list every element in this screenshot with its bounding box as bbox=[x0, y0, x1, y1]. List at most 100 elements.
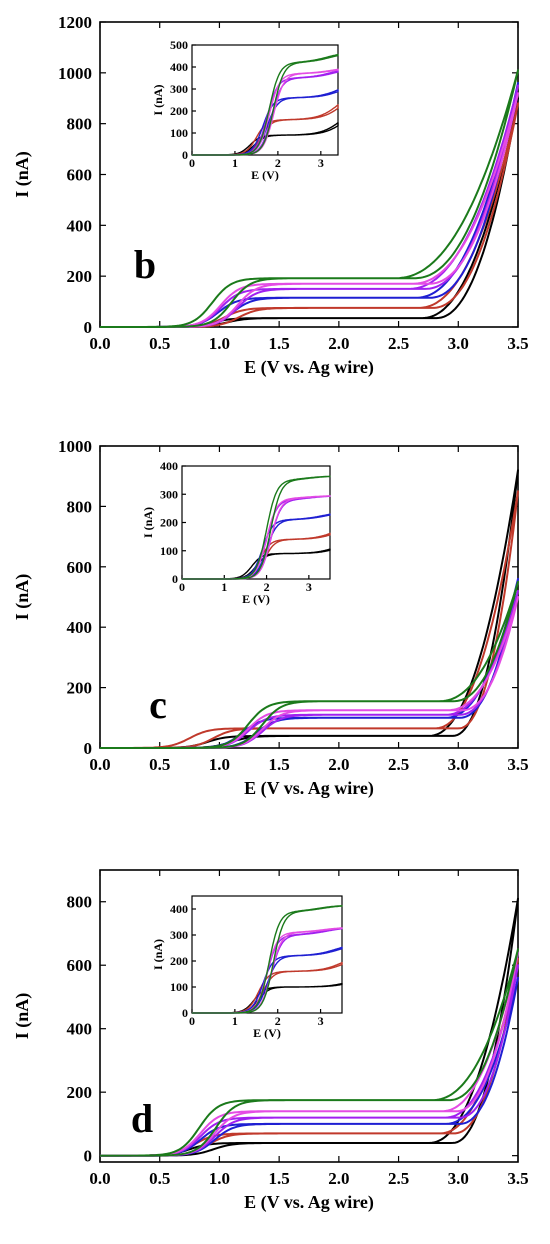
x-axis-label: E (V vs. Ag wire) bbox=[244, 778, 374, 799]
y-tick-label: 100 bbox=[160, 544, 178, 558]
x-tick-label: 0.5 bbox=[149, 334, 170, 353]
panel-b: 0.0 0.5 1.0 1.5 2.0 2.5 3.0 3.50200400600800100… bbox=[12, 13, 529, 378]
y-tick-label: 400 bbox=[170, 60, 188, 74]
x-tick-label: 3.0 bbox=[448, 755, 469, 774]
panel-letter: b bbox=[134, 242, 156, 287]
y-tick-label: 0 bbox=[172, 572, 178, 586]
cv-curve-2 bbox=[100, 957, 519, 1157]
x-tick-label: 3 bbox=[306, 580, 312, 594]
x-tick-label: 2 bbox=[275, 156, 281, 170]
y-tick-label: 1000 bbox=[58, 64, 92, 83]
panel-c: 0.0 0.5 1.0 1.5 2.0 2.5 3.0 3.50200400600800100… bbox=[12, 437, 529, 799]
x-tick-label: 2.0 bbox=[328, 1169, 349, 1188]
x-tick-label: 3 bbox=[318, 156, 324, 170]
inset-curve-6 bbox=[192, 905, 343, 1014]
inset-b: 0 1 2 3 0 100 200 300 400 500 E (V) I (nA) bbox=[151, 38, 339, 182]
y-tick-label: 800 bbox=[67, 893, 93, 912]
cv-curve-3 bbox=[100, 976, 519, 1157]
main-curves bbox=[99, 897, 519, 1157]
cv-curve-1 bbox=[100, 897, 519, 1157]
y-axis-label: I (nA) bbox=[141, 507, 155, 538]
y-tick-label: 600 bbox=[67, 956, 93, 975]
y-axis-label: I (nA) bbox=[151, 939, 165, 970]
x-tick-label: 2.0 bbox=[328, 755, 349, 774]
x-tick-label: 0.5 bbox=[149, 755, 170, 774]
x-tick-label: 0 bbox=[189, 1014, 195, 1028]
plot-frame bbox=[99, 869, 519, 1163]
y-tick-label: 1000 bbox=[58, 437, 92, 456]
y-tick-label: 500 bbox=[170, 38, 188, 52]
x-tick-label: 0.0 bbox=[89, 755, 110, 774]
y-tick-label: 400 bbox=[67, 618, 93, 637]
cv-curve-2 bbox=[100, 102, 519, 328]
x-tick-label: 0.0 bbox=[89, 1169, 110, 1188]
x-tick-label: 1.5 bbox=[269, 755, 290, 774]
inset-d: 0 1 2 3 0 100 200 300 400 E (V) I (nA) bbox=[151, 895, 343, 1040]
x-tick-label: 1 bbox=[232, 156, 238, 170]
inset-frame bbox=[181, 465, 331, 580]
cv-curve-4 bbox=[100, 964, 519, 1157]
y-axis-label: I (nA) bbox=[12, 574, 33, 621]
y-tick-label: 100 bbox=[170, 126, 188, 140]
main-curves bbox=[100, 69, 519, 328]
x-tick-label: 1.5 bbox=[269, 334, 290, 353]
y-tick-label: 200 bbox=[67, 679, 93, 698]
y-axis-label: I (nA) bbox=[12, 151, 33, 198]
x-tick-label: 0.5 bbox=[149, 1169, 170, 1188]
x-tick-label: 2.5 bbox=[388, 1169, 409, 1188]
y-tick-label: 400 bbox=[170, 902, 188, 916]
inset-curve-6 bbox=[182, 475, 331, 580]
y-tick-label: 300 bbox=[160, 487, 178, 501]
x-tick-label: 3.0 bbox=[448, 334, 469, 353]
inset-c: 0 1 2 3 0 100 200 300 400 E (V) I (nA) bbox=[141, 459, 331, 606]
x-axis-label: E (V) bbox=[242, 592, 270, 606]
y-tick-label: 800 bbox=[67, 115, 93, 134]
y-tick-label: 400 bbox=[67, 216, 93, 235]
panel-letter: d bbox=[131, 1096, 153, 1141]
y-axis-label: I (nA) bbox=[12, 993, 33, 1040]
x-tick-label: 1.0 bbox=[209, 334, 230, 353]
y-tick-label: 0 bbox=[84, 1147, 93, 1166]
inset-curve-6 bbox=[192, 53, 339, 156]
x-tick-label: 0 bbox=[189, 156, 195, 170]
x-tick-label: 1.5 bbox=[269, 1169, 290, 1188]
main-curves bbox=[100, 469, 519, 749]
y-tick-label: 200 bbox=[160, 516, 178, 530]
x-axis-label: E (V vs. Ag wire) bbox=[244, 357, 374, 378]
x-tick-label: 0 bbox=[179, 580, 185, 594]
x-tick-label: 3.0 bbox=[448, 1169, 469, 1188]
x-tick-label: 0.0 bbox=[89, 334, 110, 353]
y-tick-label: 400 bbox=[160, 459, 178, 473]
x-axis-label: E (V) bbox=[251, 168, 279, 182]
x-axis-label: E (V vs. Ag wire) bbox=[244, 1192, 374, 1213]
x-tick-label: 1.0 bbox=[209, 755, 230, 774]
y-tick-label: 0 bbox=[84, 318, 93, 337]
x-tick-label: 1.0 bbox=[209, 1169, 230, 1188]
x-tick-label: 3.5 bbox=[507, 334, 528, 353]
y-tick-label: 0 bbox=[182, 1006, 188, 1020]
x-axis-label: E (V) bbox=[253, 1026, 281, 1040]
y-tick-label: 400 bbox=[67, 1020, 93, 1039]
y-tick-label: 0 bbox=[182, 148, 188, 162]
x-tick-label: 3.5 bbox=[507, 1169, 528, 1188]
y-tick-label: 300 bbox=[170, 928, 188, 942]
y-tick-label: 0 bbox=[84, 739, 93, 758]
y-tick-label: 100 bbox=[170, 980, 188, 994]
cv-curve-6 bbox=[100, 69, 519, 328]
y-tick-label: 800 bbox=[67, 497, 93, 516]
x-tick-label: 2.5 bbox=[388, 755, 409, 774]
cv-curve-2 bbox=[100, 490, 519, 749]
x-tick-label: 3.5 bbox=[507, 755, 528, 774]
cv-curve-5 bbox=[100, 92, 519, 328]
cv-curve-6 bbox=[100, 580, 519, 749]
y-tick-label: 200 bbox=[170, 104, 188, 118]
x-tick-label: 2 bbox=[275, 1014, 281, 1028]
y-tick-label: 200 bbox=[67, 1083, 93, 1102]
y-tick-label: 600 bbox=[67, 558, 93, 577]
x-tick-label: 2.0 bbox=[328, 334, 349, 353]
x-tick-label: 2 bbox=[264, 580, 270, 594]
y-tick-label: 600 bbox=[67, 166, 93, 185]
x-tick-label: 3 bbox=[318, 1014, 324, 1028]
